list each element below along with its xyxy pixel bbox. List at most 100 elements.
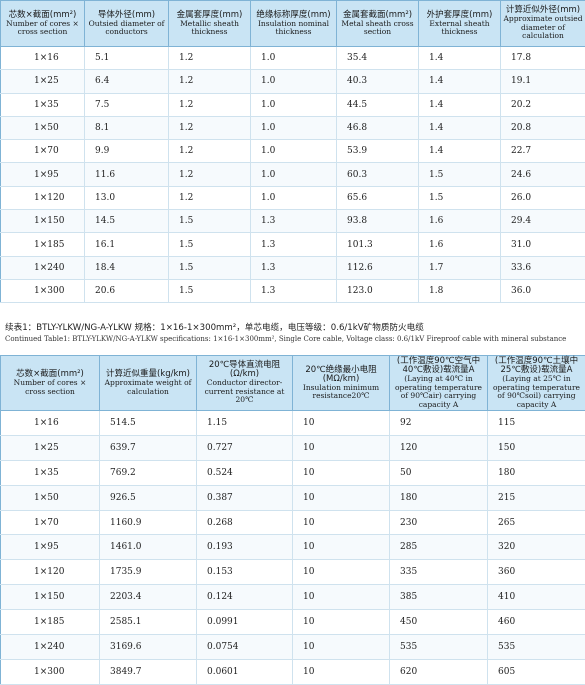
table-cell: 1×240 xyxy=(1,635,100,660)
column-header: 绝缘标称厚度(mm)Insulation nominal thickness xyxy=(251,1,337,47)
column-header-english: Conductor director-current resistance at… xyxy=(199,379,290,405)
table-cell: 1.4 xyxy=(419,140,501,163)
table-cell: 1.0 xyxy=(251,47,337,70)
caption-english: Continued Table1: BTLY-YLKW/NG-A-YLKW sp… xyxy=(5,334,583,344)
table-cell: 1.0 xyxy=(251,186,337,209)
table-cell: 1×185 xyxy=(1,610,100,635)
table-cell: 17.8 xyxy=(501,47,585,70)
table-caption: 续表1：BTLY-YLKW/NG-A-YLKW 规格：1×16-1×300mm²… xyxy=(5,322,583,344)
table-cell: 769.2 xyxy=(100,460,197,485)
table-cell: 605 xyxy=(488,659,585,684)
table-cell: 10 xyxy=(293,610,390,635)
table-cell: 123.0 xyxy=(337,279,419,302)
table-cell: 1×150 xyxy=(1,210,85,233)
column-header: 20℃绝缘最小电阻(MΩ/km)Insulation minimum resis… xyxy=(293,356,390,411)
table-cell: 9.9 xyxy=(85,140,169,163)
column-header: 导体外径(mm)Outsied diameter of conductors xyxy=(85,1,169,47)
table-cell: 1.2 xyxy=(169,163,251,186)
table-cell: 2585.1 xyxy=(100,610,197,635)
table-cell: 1.0 xyxy=(251,93,337,116)
table-cell: 24.6 xyxy=(501,163,585,186)
table-cell: 1×70 xyxy=(1,510,100,535)
column-header-chinese: 20℃导体直流电阻(Ω/km) xyxy=(199,361,290,379)
table-cell: 1.5 xyxy=(419,186,501,209)
table-cell: 1×150 xyxy=(1,585,100,610)
table-cell: 1.2 xyxy=(169,47,251,70)
table-cell: 620 xyxy=(390,659,488,684)
table-cell: 10 xyxy=(293,560,390,585)
table-cell: 1.0 xyxy=(251,116,337,139)
table-cell: 120 xyxy=(390,435,488,460)
column-header-english: Approximate outsied diameter of calculat… xyxy=(503,15,583,41)
table-cell: 115 xyxy=(488,411,585,436)
table-cell: 0.727 xyxy=(197,435,293,460)
table-cell: 10 xyxy=(293,659,390,684)
table-cell: 16.1 xyxy=(85,233,169,256)
spec-table-2: 芯数×截面(mm²)Number of cores × cross sectio… xyxy=(0,355,585,685)
table-cell: 1.5 xyxy=(419,163,501,186)
table-cell: 10 xyxy=(293,635,390,660)
table-cell: 535 xyxy=(488,635,585,660)
column-header-chinese: 20℃绝缘最小电阻(MΩ/km) xyxy=(295,366,387,384)
table-cell: 10 xyxy=(293,435,390,460)
column-header-english: External sheath thickness xyxy=(421,20,498,37)
table-cell: 1×50 xyxy=(1,485,100,510)
table-cell: 29.4 xyxy=(501,210,585,233)
table-cell: 1.2 xyxy=(169,116,251,139)
table-cell: 112.6 xyxy=(337,256,419,279)
table-cell: 0.387 xyxy=(197,485,293,510)
table-cell: 265 xyxy=(488,510,585,535)
table-cell: 1.0 xyxy=(251,70,337,93)
table-cell: 1×120 xyxy=(1,186,85,209)
table-cell: 20.6 xyxy=(85,279,169,302)
spec-table-1: 芯数×截面(mm²)Number of cores × cross sectio… xyxy=(0,0,585,303)
table-cell: 10 xyxy=(293,485,390,510)
table-cell: 639.7 xyxy=(100,435,197,460)
column-header-english: Number of cores × cross section xyxy=(3,379,97,396)
table-cell: 1.15 xyxy=(197,411,293,436)
table-cell: 1×25 xyxy=(1,70,85,93)
table-cell: 60.3 xyxy=(337,163,419,186)
table-cell: 2203.4 xyxy=(100,585,197,610)
table-cell: 5.1 xyxy=(85,47,169,70)
table-cell: 0.153 xyxy=(197,560,293,585)
table-cell: 1×95 xyxy=(1,535,100,560)
table-cell: 1.5 xyxy=(169,256,251,279)
column-header-english: Metal sheath cross section xyxy=(339,20,416,37)
table-cell: 65.6 xyxy=(337,186,419,209)
table-cell: 1×240 xyxy=(1,256,85,279)
table-cell: 1.3 xyxy=(251,210,337,233)
table-cell: 1.6 xyxy=(419,233,501,256)
column-header: 计算近似外径(mm)Approximate outsied diameter o… xyxy=(501,1,585,47)
column-header: 外护套厚度(mm)External sheath thickness xyxy=(419,1,501,47)
table-cell: 11.6 xyxy=(85,163,169,186)
table-cell: 50 xyxy=(390,460,488,485)
table-cell: 46.8 xyxy=(337,116,419,139)
table-cell: 1.3 xyxy=(251,279,337,302)
table-cell: 230 xyxy=(390,510,488,535)
table-cell: 535 xyxy=(390,635,488,660)
table-cell: 1.4 xyxy=(419,47,501,70)
table-cell: 1×70 xyxy=(1,140,85,163)
table-cell: 1.4 xyxy=(419,70,501,93)
table-cell: 20.8 xyxy=(501,116,585,139)
column-header-english: Insulation minimum resistance20℃ xyxy=(295,384,387,401)
table-cell: 1.6 xyxy=(419,210,501,233)
table-cell: 320 xyxy=(488,535,585,560)
column-header: (工作温度90℃土壤中25℃敷设)载流量A(Laying at 25℃ in o… xyxy=(488,356,585,411)
table-cell: 335 xyxy=(390,560,488,585)
table-cell: 180 xyxy=(488,460,585,485)
column-header: 芯数×截面(mm²)Number of cores × cross sectio… xyxy=(1,356,100,411)
